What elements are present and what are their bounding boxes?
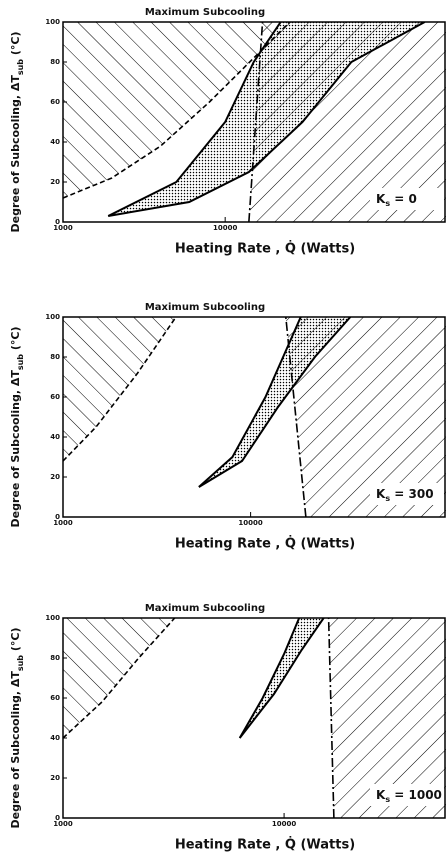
x-tick-label: 1000 — [53, 224, 73, 232]
curve — [198, 317, 302, 488]
x-axis-label: Heating Rate , Q̇ (Watts) — [175, 536, 355, 551]
curve — [238, 618, 325, 739]
y-axis-label: Degree of Subcooling, ΔTsub (°C) — [9, 31, 25, 232]
annotation-text: = 1000 — [390, 788, 442, 802]
y-label-main: Degree of Subcooling, ΔT — [9, 671, 22, 829]
annotation: Ks = 0 — [376, 192, 417, 209]
frame — [62, 316, 446, 518]
curve — [198, 317, 352, 488]
y-tick-label: 100 — [45, 614, 60, 622]
x-tick-label: 1000 — [53, 519, 73, 527]
panel-title: Maximum Subcooling — [145, 302, 265, 313]
y-tick-label: 80 — [50, 654, 60, 662]
annotation-symbol: K — [376, 487, 386, 501]
y-tick-label: 0 — [55, 814, 60, 822]
y-tick-label: 80 — [50, 58, 60, 66]
curve — [108, 22, 426, 217]
y-tick-label: 100 — [45, 18, 60, 26]
y-tick-label: 20 — [50, 473, 60, 481]
curve — [238, 618, 301, 739]
x-tick-label: 1000 — [53, 820, 73, 828]
annotation-text: = 0 — [390, 192, 417, 206]
hatch-region — [63, 317, 176, 461]
y-axis-label: Degree of Subcooling, ΔTsub (°C) — [9, 627, 25, 828]
y-tick-label: 40 — [50, 138, 60, 146]
y-label-unit: (°C) — [9, 326, 22, 353]
y-tick-label: 40 — [50, 433, 60, 441]
plot-area — [63, 22, 446, 222]
plot-area — [63, 618, 446, 818]
annotation-sub: s — [385, 494, 390, 503]
annotation-sub: s — [385, 795, 390, 804]
annotation-text: = 300 — [390, 487, 433, 501]
annotation-box — [370, 483, 444, 505]
annotation: Ks = 1000 — [376, 788, 442, 805]
y-axis-label: Degree of Subcooling, ΔTsub (°C) — [9, 326, 25, 527]
annotation-symbol: K — [376, 192, 386, 206]
y-tick-label: 60 — [50, 98, 60, 106]
y-tick-label: 20 — [50, 178, 60, 186]
y-tick-label: 40 — [50, 734, 60, 742]
curve — [63, 22, 291, 199]
y-tick-label: 60 — [50, 393, 60, 401]
y-label-main: Degree of Subcooling, ΔT — [9, 370, 22, 528]
overlap — [248, 22, 425, 216]
x-tick-label: 10000 — [272, 820, 296, 828]
overlap-hatch — [248, 22, 425, 216]
curve — [63, 317, 177, 462]
y-tick-label: 0 — [55, 513, 60, 521]
panel-title: Maximum Subcooling — [145, 7, 265, 18]
frame — [62, 21, 446, 223]
frame — [62, 617, 446, 819]
y-label-unit: (°C) — [9, 31, 22, 58]
x-axis-label: Heating Rate , Q̇ (Watts) — [175, 241, 355, 256]
hatch-region — [63, 22, 290, 198]
annotation-box — [370, 784, 444, 806]
y-label-main: Degree of Subcooling, ΔT — [9, 75, 22, 233]
annotation-sub: s — [385, 199, 390, 208]
plot-area — [63, 317, 446, 517]
curve — [107, 22, 282, 217]
curve — [63, 618, 176, 739]
panel-title: Maximum Subcooling — [145, 603, 265, 614]
y-tick-label: 80 — [50, 353, 60, 361]
hatch-region — [285, 317, 446, 517]
annotation: Ks = 300 — [376, 487, 434, 504]
panel: 0 20 40 60 80 100 1000 10000 Maximum Subcooling H… — [9, 7, 446, 257]
y-tick-label: 60 — [50, 694, 60, 702]
annotation-symbol: K — [376, 788, 386, 802]
y-tick-label: 100 — [45, 313, 60, 321]
y-label-unit: (°C) — [9, 627, 22, 654]
y-tick-label: 0 — [55, 218, 60, 226]
hatch-region — [328, 618, 446, 818]
annotation-box — [370, 188, 444, 210]
x-axis-label: Heating Rate , Q̇ (Watts) — [175, 837, 355, 852]
y-label-sub: sub — [16, 59, 25, 75]
y-label-sub: sub — [16, 655, 25, 671]
curve — [327, 618, 335, 818]
panel: 0 20 40 60 80 100 1000 10000 Maximum Subcooling H… — [9, 302, 446, 552]
x-tick-label: 10000 — [238, 519, 262, 527]
panel: 0 20 40 60 80 100 1000 10000 Maximum Subcooling H… — [9, 603, 446, 853]
x-tick-label: 10000 — [213, 224, 237, 232]
y-tick-label: 20 — [50, 774, 60, 782]
y-label-sub: sub — [16, 354, 25, 370]
